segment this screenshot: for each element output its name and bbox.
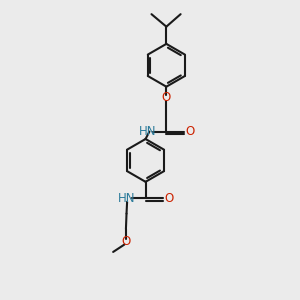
Text: HN: HN xyxy=(139,125,157,138)
Text: O: O xyxy=(121,235,130,248)
Text: HN: HN xyxy=(118,192,136,205)
Text: O: O xyxy=(185,125,195,138)
Text: O: O xyxy=(165,192,174,205)
Text: O: O xyxy=(162,92,171,104)
